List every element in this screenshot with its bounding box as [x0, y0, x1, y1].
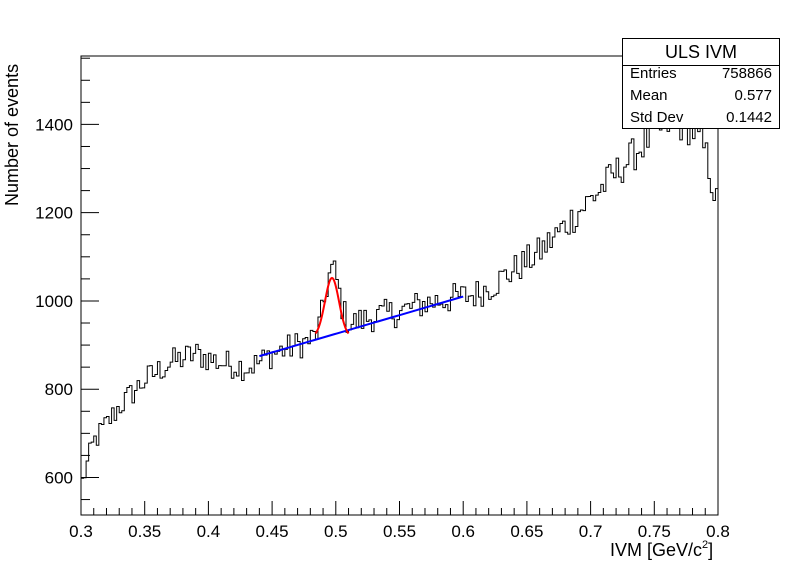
y-axis-label: Number of events: [2, 64, 22, 206]
y-tick-label: 1400: [35, 115, 73, 134]
y-axis-ticks: 600 800 1000 1200 1400: [35, 57, 99, 501]
background-fit-line: [259, 295, 464, 358]
stats-value: 0.577: [734, 87, 772, 104]
x-axis-label-main: IVM [GeV/c: [610, 540, 702, 560]
x-tick-label: 0.55: [383, 522, 416, 541]
stats-value: 758866: [721, 65, 772, 82]
x-axis-label-sup: 2: [702, 539, 708, 551]
stats-key: Std Dev: [630, 109, 684, 126]
stats-box: ULS IVM Entries 758866 Mean 0.577 Std De…: [622, 38, 780, 129]
x-axis-label: IVM [GeV/c2]: [610, 539, 713, 560]
x-tick-label: 0.75: [638, 522, 671, 541]
stats-row-stddev: Std Dev 0.1442: [630, 107, 772, 129]
stats-title: ULS IVM: [623, 39, 779, 66]
stats-key: Entries: [630, 65, 677, 82]
y-tick-label: 1000: [35, 292, 73, 311]
y-tick-label: 600: [45, 468, 73, 487]
x-tick-label: 0.35: [128, 522, 161, 541]
x-tick-label: 0.3: [69, 522, 93, 541]
stats-value: 0.1442: [726, 109, 772, 126]
x-tick-label: 0.4: [197, 522, 221, 541]
y-tick-label: 1200: [35, 204, 73, 223]
x-tick-label: 0.5: [324, 522, 348, 541]
x-tick-label: 0.8: [706, 522, 730, 541]
stats-row-entries: Entries 758866: [630, 63, 772, 85]
x-tick-label: 0.65: [510, 522, 543, 541]
x-axis-label-close: ]: [708, 540, 713, 560]
x-axis-ticks: 0.3 0.35 0.4 0.45 0.5 0.55 0.6 0.65 0.7 0.75 0.8: [69, 501, 730, 541]
stats-key: Mean: [630, 87, 668, 104]
signal-fit-line: [314, 276, 350, 335]
x-tick-label: 0.6: [451, 522, 475, 541]
stats-row-mean: Mean 0.577: [630, 85, 772, 107]
y-tick-label: 800: [45, 380, 73, 399]
x-tick-label: 0.45: [256, 522, 289, 541]
x-tick-label: 0.7: [579, 522, 603, 541]
histogram-line: [81, 110, 718, 479]
